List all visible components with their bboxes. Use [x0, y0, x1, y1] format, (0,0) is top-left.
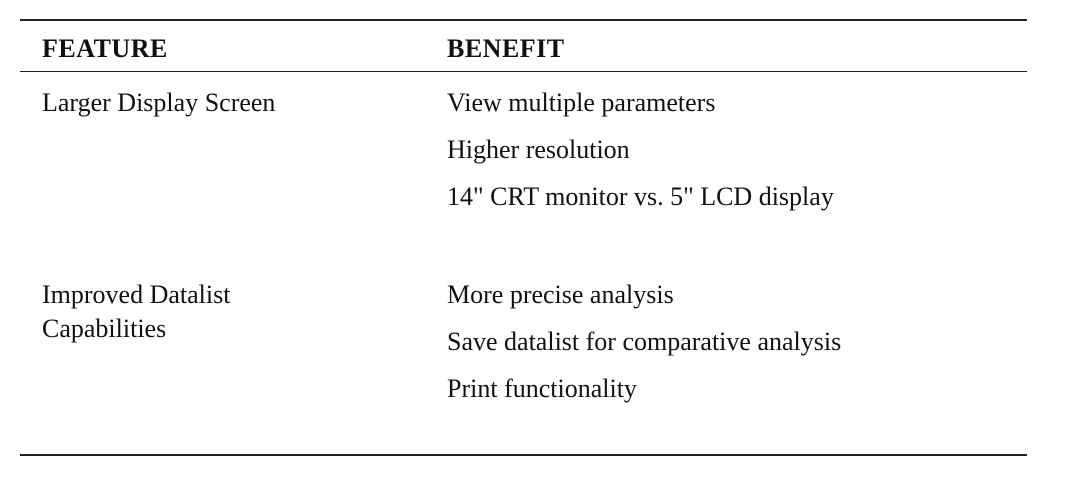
feature-text: Capabilities: [42, 314, 167, 343]
benefit-text: Higher resolution: [447, 135, 630, 164]
benefit-text: View multiple parameters: [447, 88, 716, 117]
header-cell: FEATURE: [42, 34, 168, 63]
header-rule: [20, 71, 1027, 72]
benefit-text: Print functionality: [447, 374, 637, 403]
bottom-rule: [20, 454, 1027, 456]
header-cell: BENEFIT: [447, 34, 565, 63]
benefit-text: Save datalist for comparative analysis: [447, 327, 842, 356]
feature-text: Larger Display Screen: [42, 88, 276, 117]
benefit-text: More precise analysis: [447, 280, 674, 309]
benefit-text: 14" CRT monitor vs. 5" LCD display: [447, 182, 834, 211]
top-rule: [20, 19, 1027, 21]
feature-text: Improved Datalist: [42, 280, 231, 309]
